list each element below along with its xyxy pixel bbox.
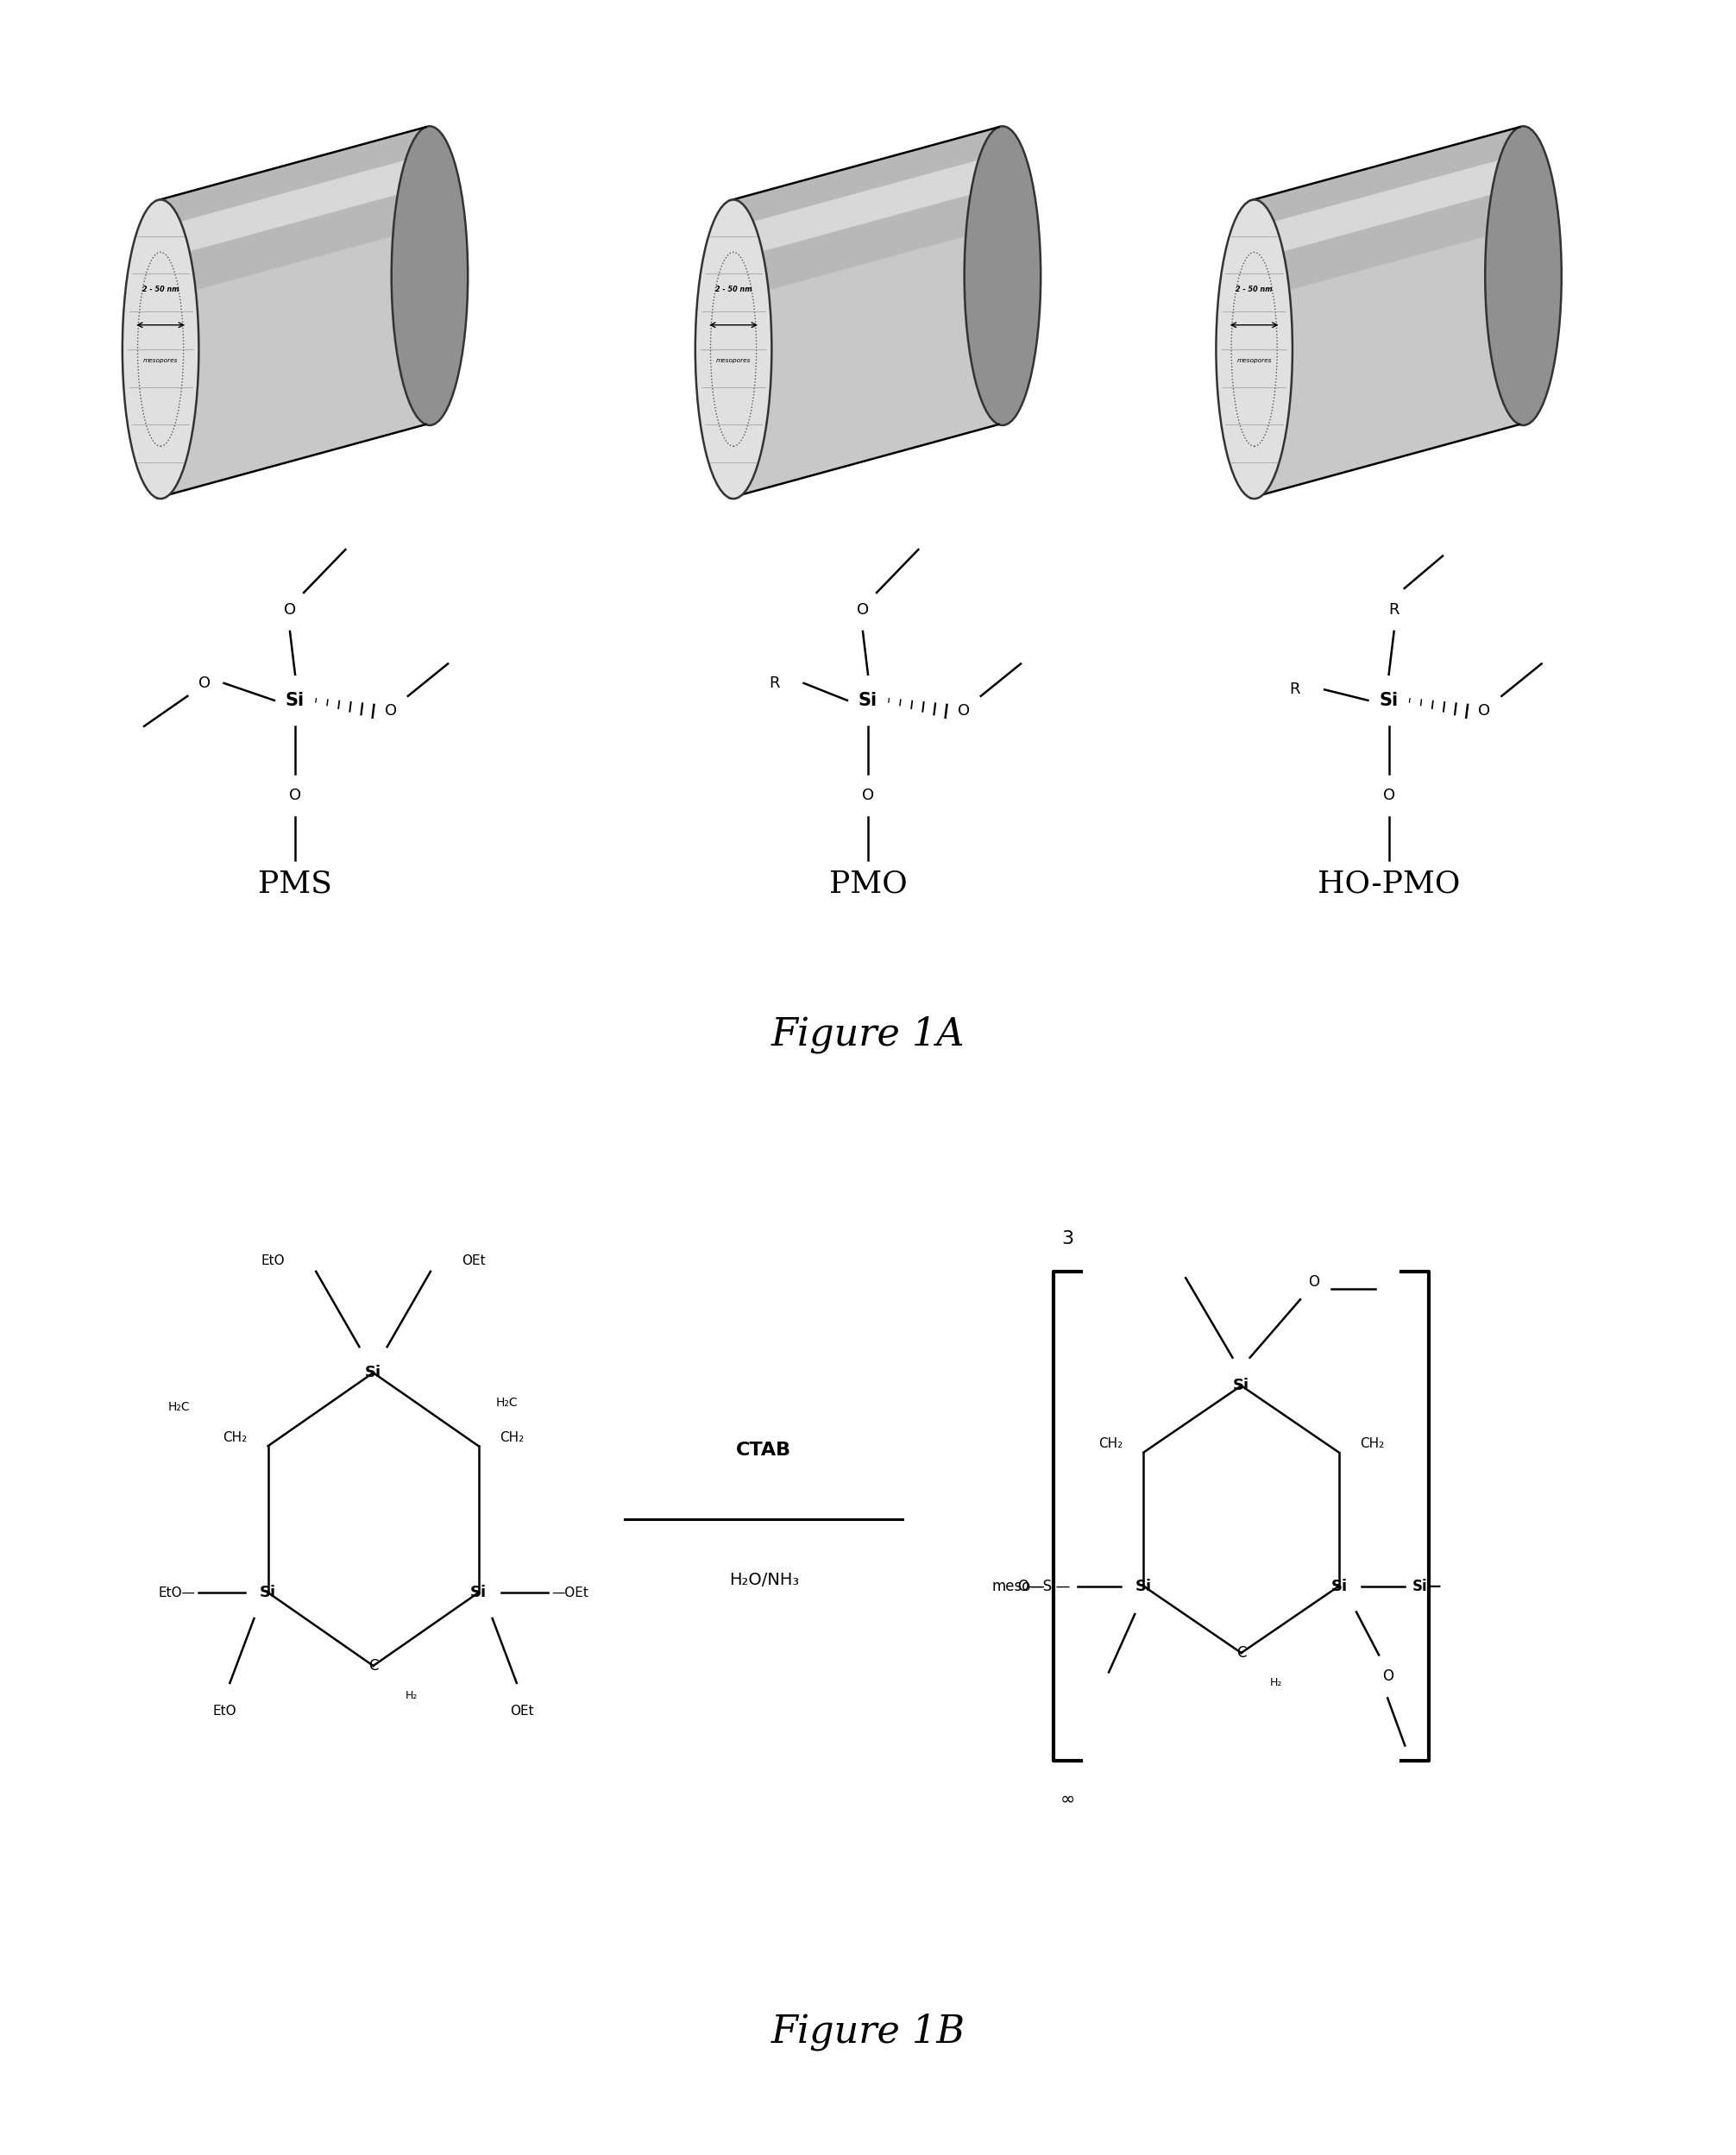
Text: meso—: meso—	[991, 1577, 1045, 1595]
Text: O: O	[861, 787, 875, 804]
Text: O: O	[283, 601, 297, 618]
Text: CTAB: CTAB	[736, 1442, 792, 1459]
Text: O: O	[1382, 1668, 1394, 1685]
Polygon shape	[1250, 127, 1519, 498]
Text: mesopores: mesopores	[142, 358, 179, 364]
Text: PMO: PMO	[828, 868, 908, 899]
Text: C: C	[1236, 1644, 1246, 1662]
Polygon shape	[1250, 127, 1519, 302]
Text: O: O	[1382, 787, 1396, 804]
Text: O: O	[198, 675, 212, 692]
Text: 2 - 50 nm: 2 - 50 nm	[1236, 284, 1272, 293]
Text: O—Si—: O—Si—	[1017, 1577, 1071, 1595]
Text: Si: Si	[1233, 1377, 1250, 1394]
Polygon shape	[156, 127, 425, 302]
Text: Si—: Si—	[1411, 1577, 1441, 1595]
Polygon shape	[729, 127, 998, 302]
Text: mesopores: mesopores	[1236, 358, 1272, 364]
Text: CH₂: CH₂	[1359, 1437, 1384, 1450]
Text: PMS: PMS	[259, 868, 332, 899]
Text: Si: Si	[1380, 692, 1397, 709]
Text: ∞: ∞	[1061, 1791, 1075, 1808]
Text: EtO—: EtO—	[158, 1586, 194, 1599]
Text: OEt: OEt	[510, 1705, 533, 1718]
Text: Si: Si	[260, 1584, 276, 1601]
Text: H₂: H₂	[404, 1690, 418, 1702]
Text: O: O	[856, 601, 870, 618]
Text: —OEt: —OEt	[552, 1586, 589, 1599]
Text: O: O	[1309, 1274, 1319, 1291]
Polygon shape	[729, 356, 998, 498]
Text: HO-PMO: HO-PMO	[1318, 868, 1460, 899]
Polygon shape	[1250, 356, 1519, 498]
Text: Si: Si	[286, 692, 304, 709]
Text: 2 - 50 nm: 2 - 50 nm	[715, 284, 752, 293]
Ellipse shape	[1215, 200, 1292, 498]
Text: Figure 1A: Figure 1A	[771, 1015, 965, 1054]
Text: O: O	[1477, 703, 1491, 720]
Text: O: O	[288, 787, 302, 804]
Text: Si: Si	[365, 1364, 382, 1381]
Text: Si: Si	[1135, 1577, 1151, 1595]
Polygon shape	[156, 356, 425, 498]
Text: H₂C: H₂C	[168, 1401, 189, 1414]
Text: H₂O/NH₃: H₂O/NH₃	[729, 1571, 799, 1588]
Text: 2 - 50 nm: 2 - 50 nm	[142, 284, 179, 293]
Text: H₂C: H₂C	[496, 1396, 517, 1409]
Polygon shape	[1250, 155, 1519, 261]
Polygon shape	[729, 127, 998, 498]
Text: EtO: EtO	[260, 1254, 285, 1267]
Polygon shape	[156, 127, 425, 498]
Text: CH₂: CH₂	[500, 1431, 524, 1444]
Text: O: O	[384, 703, 398, 720]
Polygon shape	[729, 155, 998, 261]
Text: 3: 3	[1061, 1231, 1075, 1248]
Text: Si: Si	[1332, 1577, 1347, 1595]
Text: R: R	[1389, 601, 1399, 618]
Ellipse shape	[1486, 127, 1562, 425]
Ellipse shape	[694, 200, 771, 498]
Ellipse shape	[391, 127, 467, 425]
Text: C: C	[368, 1657, 378, 1674]
Text: R: R	[1290, 681, 1300, 698]
Text: mesopores: mesopores	[715, 358, 752, 364]
Text: R: R	[769, 675, 779, 692]
Text: Figure 1B: Figure 1B	[771, 2013, 965, 2052]
Text: EtO: EtO	[214, 1705, 236, 1718]
Text: OEt: OEt	[462, 1254, 486, 1267]
Text: CH₂: CH₂	[1099, 1437, 1123, 1450]
Text: O: O	[957, 703, 970, 720]
Text: H₂: H₂	[1269, 1677, 1283, 1690]
Ellipse shape	[965, 127, 1040, 425]
Polygon shape	[156, 155, 425, 261]
Text: CH₂: CH₂	[222, 1431, 247, 1444]
Text: Si: Si	[470, 1584, 486, 1601]
Ellipse shape	[122, 200, 198, 498]
Text: Si: Si	[859, 692, 877, 709]
